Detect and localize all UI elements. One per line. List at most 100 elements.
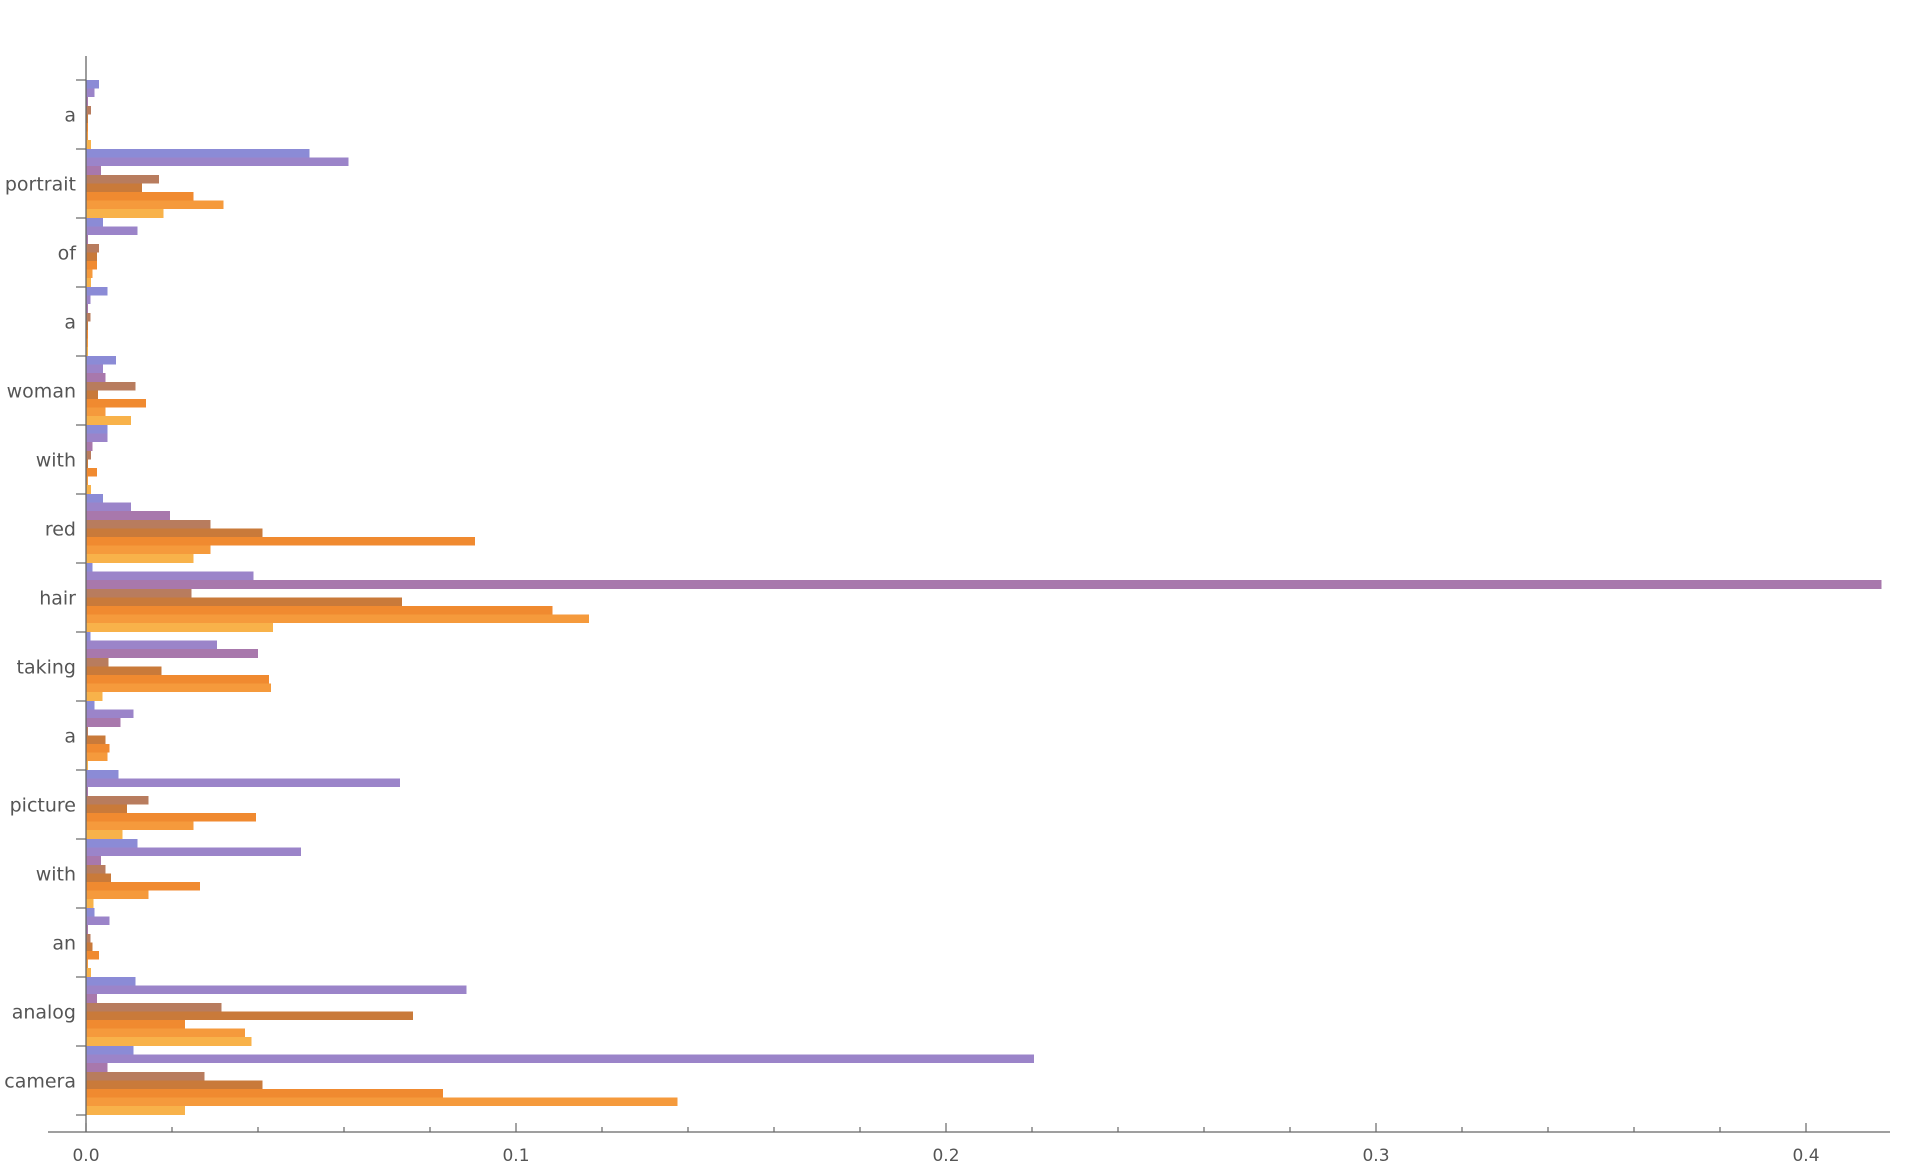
bar-12-series-3 xyxy=(86,933,91,943)
bar-0-series-1 xyxy=(86,88,95,98)
bars-layer xyxy=(86,80,1882,1115)
bar-8-series-5 xyxy=(86,675,269,684)
bar-11-series-0 xyxy=(86,839,138,848)
bar-6-series-2 xyxy=(86,511,170,520)
bar-4-series-6 xyxy=(86,407,106,417)
bar-12-series-1 xyxy=(86,916,110,926)
bar-2-series-7 xyxy=(86,278,92,287)
bar-5-series-2 xyxy=(86,442,93,451)
bar-13-series-2 xyxy=(86,994,97,1003)
category-label: camera xyxy=(4,1071,76,1093)
bar-10-series-4 xyxy=(86,804,127,813)
category-label: with xyxy=(36,450,76,472)
bar-13-series-4 xyxy=(86,1011,413,1020)
bar-7-series-2 xyxy=(86,580,1882,589)
category-label: a xyxy=(64,726,76,748)
bar-12-series-6 xyxy=(86,959,89,969)
bar-9-series-2 xyxy=(86,718,121,727)
bar-4-series-4 xyxy=(86,390,99,399)
bar-0-series-0 xyxy=(86,80,99,89)
bar-14-series-0 xyxy=(86,1046,134,1055)
bar-6-series-0 xyxy=(86,494,104,503)
bar-2-series-5 xyxy=(86,261,97,270)
bar-2-series-1 xyxy=(86,226,138,236)
bar-9-series-4 xyxy=(86,735,106,744)
bar-1-series-6 xyxy=(86,200,224,210)
x-tick-label: 0.1 xyxy=(502,1146,529,1166)
bar-5-series-5 xyxy=(86,468,97,477)
bar-10-series-3 xyxy=(86,795,149,805)
bar-14-series-6 xyxy=(86,1097,678,1107)
bar-12-series-7 xyxy=(86,968,92,977)
bar-13-series-5 xyxy=(86,1020,185,1029)
bar-6-series-5 xyxy=(86,537,476,546)
bar-10-series-1 xyxy=(86,778,400,788)
bar-13-series-7 xyxy=(86,1037,252,1046)
bar-10-series-7 xyxy=(86,830,123,839)
bar-12-series-2 xyxy=(86,925,89,934)
labels-layer: a portrait of a woman with red hair taking a pictu… xyxy=(4,105,1819,1166)
bar-4-series-0 xyxy=(86,356,117,365)
bar-3-series-7 xyxy=(86,347,89,356)
bar-1-series-7 xyxy=(86,209,164,218)
bar-8-series-2 xyxy=(86,649,258,658)
x-tick-label: 0.2 xyxy=(932,1146,959,1166)
bar-10-series-5 xyxy=(86,813,256,822)
bar-6-series-4 xyxy=(86,528,263,537)
category-label: woman xyxy=(7,381,76,403)
bar-0-series-5 xyxy=(86,123,89,132)
bar-5-series-6 xyxy=(86,476,89,486)
bar-9-series-0 xyxy=(86,701,95,710)
bar-8-series-0 xyxy=(86,632,91,641)
bar-14-series-7 xyxy=(86,1106,185,1115)
bar-3-series-5 xyxy=(86,330,89,339)
bar-14-series-2 xyxy=(86,1063,108,1072)
bar-0-series-3 xyxy=(86,105,92,115)
bar-7-series-3 xyxy=(86,588,192,598)
category-label: of xyxy=(58,243,78,265)
bar-6-series-7 xyxy=(86,554,194,563)
x-tick-label: 0.0 xyxy=(72,1146,99,1166)
bar-9-series-3 xyxy=(86,726,89,736)
bar-8-series-7 xyxy=(86,692,103,701)
bar-13-series-6 xyxy=(86,1028,246,1038)
bar-4-series-3 xyxy=(86,381,136,391)
axes-layer xyxy=(48,56,1890,1133)
bar-11-series-2 xyxy=(86,856,102,865)
bar-2-series-2 xyxy=(86,235,89,244)
bar-10-series-2 xyxy=(86,787,89,796)
bar-7-series-0 xyxy=(86,563,93,572)
bar-4-series-5 xyxy=(86,399,147,408)
bar-5-series-1 xyxy=(86,433,108,443)
bar-14-series-1 xyxy=(86,1054,1035,1064)
bar-9-series-5 xyxy=(86,744,110,753)
bar-10-series-0 xyxy=(86,770,119,779)
bar-4-series-7 xyxy=(86,416,132,425)
bar-9-series-6 xyxy=(86,752,108,762)
bar-8-series-4 xyxy=(86,666,162,675)
category-label: an xyxy=(52,933,76,955)
category-label: taking xyxy=(17,657,76,679)
bar-7-series-1 xyxy=(86,571,254,581)
bar-0-series-2 xyxy=(86,97,89,106)
bar-3-series-2 xyxy=(86,304,89,313)
x-tick-label: 0.4 xyxy=(1792,1146,1819,1166)
bar-5-series-4 xyxy=(86,459,89,468)
bar-6-series-3 xyxy=(86,519,211,529)
bar-11-series-6 xyxy=(86,890,149,900)
bar-7-series-5 xyxy=(86,606,553,615)
bar-1-series-0 xyxy=(86,149,310,158)
category-label: a xyxy=(64,105,76,127)
bar-8-series-3 xyxy=(86,657,109,667)
category-label: with xyxy=(36,864,76,886)
category-label: a xyxy=(64,312,76,334)
bar-14-series-4 xyxy=(86,1080,263,1089)
bar-13-series-1 xyxy=(86,985,467,995)
bar-8-series-6 xyxy=(86,683,271,693)
bar-0-series-7 xyxy=(86,140,92,149)
bar-4-series-2 xyxy=(86,373,106,382)
bar-9-series-7 xyxy=(86,761,89,770)
bar-13-series-0 xyxy=(86,977,136,986)
bar-2-series-4 xyxy=(86,252,97,261)
